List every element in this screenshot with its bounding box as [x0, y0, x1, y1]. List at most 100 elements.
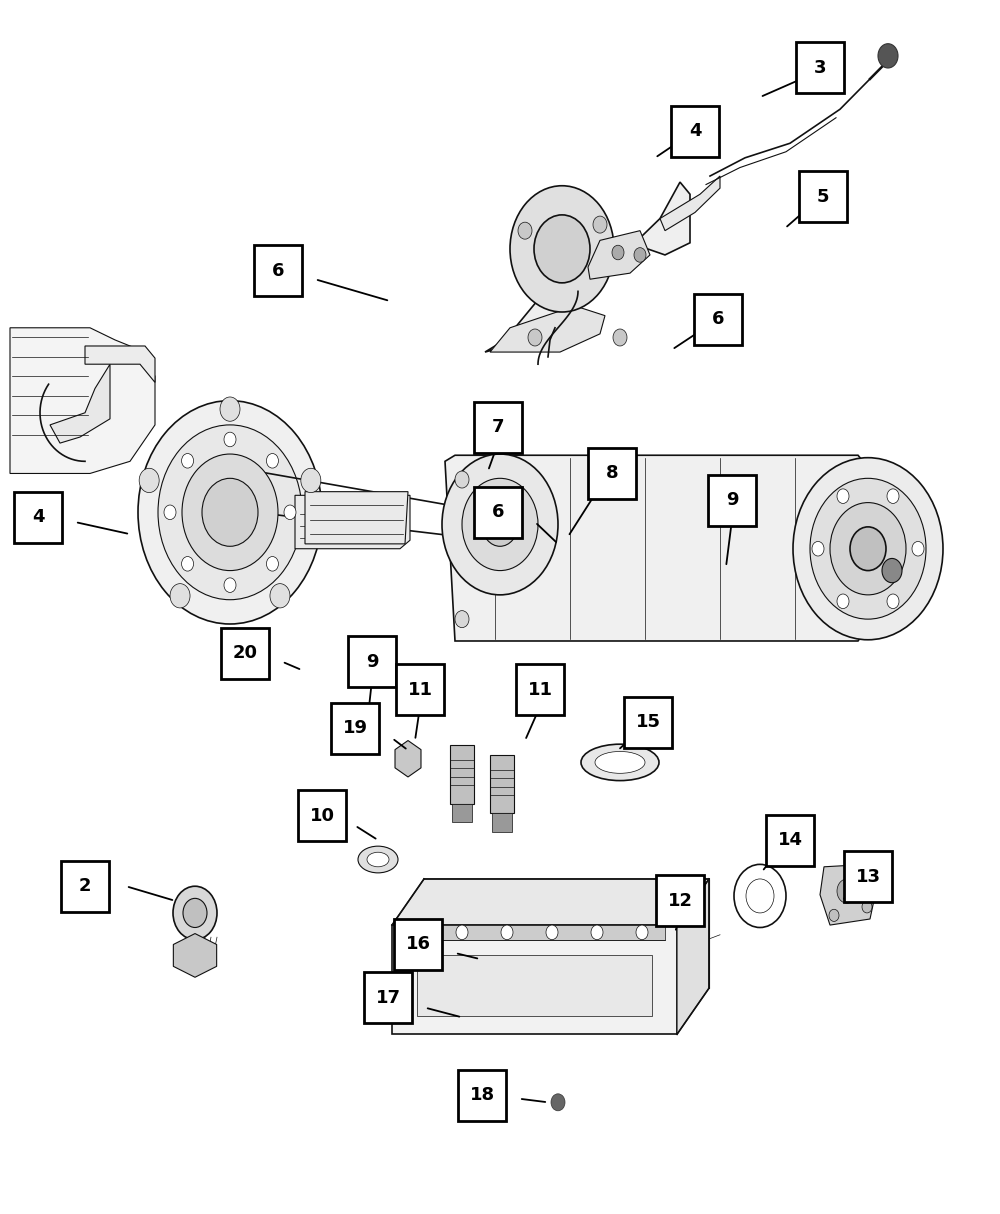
Bar	[516, 664, 564, 715]
Text: 20: 20	[232, 645, 258, 662]
Text: 14: 14	[778, 832, 802, 849]
Circle shape	[862, 901, 872, 913]
Circle shape	[462, 478, 538, 571]
Circle shape	[411, 925, 423, 940]
Circle shape	[853, 874, 867, 891]
Circle shape	[830, 503, 906, 595]
Circle shape	[284, 505, 296, 520]
Text: 8: 8	[606, 465, 618, 482]
Circle shape	[593, 216, 607, 233]
Circle shape	[837, 594, 849, 608]
Bar	[396, 664, 444, 715]
Text: 9: 9	[366, 653, 378, 670]
Circle shape	[173, 886, 217, 940]
Circle shape	[518, 222, 532, 239]
Circle shape	[634, 248, 646, 262]
Bar	[656, 875, 704, 926]
Circle shape	[455, 611, 469, 628]
Ellipse shape	[358, 846, 398, 873]
Bar	[588, 448, 636, 499]
Bar	[796, 42, 844, 93]
Bar	[799, 171, 847, 222]
Circle shape	[878, 44, 898, 68]
Circle shape	[138, 401, 322, 624]
Circle shape	[202, 478, 258, 546]
Text: 18: 18	[469, 1087, 495, 1104]
Circle shape	[591, 925, 603, 940]
Ellipse shape	[581, 744, 659, 781]
Bar	[458, 1070, 506, 1121]
Circle shape	[170, 584, 190, 608]
Bar	[694, 294, 742, 345]
Circle shape	[139, 469, 159, 493]
Polygon shape	[660, 176, 720, 231]
Ellipse shape	[595, 751, 645, 773]
Bar	[844, 851, 892, 902]
Circle shape	[528, 329, 542, 346]
Text: 11: 11	[528, 681, 552, 698]
Bar	[474, 487, 522, 538]
Circle shape	[442, 454, 558, 595]
Circle shape	[848, 611, 862, 628]
Text: 3: 3	[814, 59, 826, 76]
Bar	[14, 492, 62, 543]
Circle shape	[301, 469, 321, 493]
Bar	[221, 628, 269, 679]
Polygon shape	[445, 455, 865, 641]
Circle shape	[612, 245, 624, 260]
Bar	[61, 861, 109, 912]
Polygon shape	[160, 443, 255, 583]
Polygon shape	[395, 741, 421, 777]
Circle shape	[848, 471, 862, 488]
Circle shape	[482, 503, 518, 546]
Circle shape	[182, 454, 278, 571]
Circle shape	[456, 925, 468, 940]
Circle shape	[224, 578, 236, 592]
Bar	[624, 697, 672, 748]
Text: 17: 17	[376, 989, 400, 1006]
Polygon shape	[392, 925, 677, 1034]
Bar	[474, 402, 522, 453]
Circle shape	[224, 432, 236, 447]
Circle shape	[183, 898, 207, 927]
Bar	[394, 919, 442, 970]
Text: 6: 6	[492, 504, 504, 521]
Polygon shape	[490, 306, 605, 352]
Text: 7: 7	[492, 419, 504, 436]
Text: 4: 4	[689, 123, 701, 140]
Circle shape	[887, 489, 899, 504]
Circle shape	[266, 454, 278, 469]
Polygon shape	[452, 804, 472, 822]
Polygon shape	[404, 925, 665, 940]
Circle shape	[551, 1094, 565, 1111]
Polygon shape	[295, 495, 410, 549]
Polygon shape	[588, 231, 650, 279]
Circle shape	[613, 329, 627, 346]
Text: 10: 10	[310, 807, 334, 824]
Polygon shape	[424, 879, 709, 988]
Bar	[298, 790, 346, 841]
Circle shape	[887, 594, 899, 608]
Polygon shape	[10, 328, 155, 473]
Circle shape	[810, 478, 926, 619]
Polygon shape	[173, 934, 217, 977]
Text: 5: 5	[817, 188, 829, 205]
Circle shape	[266, 556, 278, 571]
Text: 13: 13	[856, 868, 881, 885]
Bar	[671, 106, 719, 157]
Polygon shape	[305, 492, 408, 544]
Circle shape	[164, 505, 176, 520]
Text: 12: 12	[668, 892, 692, 909]
Circle shape	[534, 215, 590, 283]
Text: 9: 9	[726, 492, 738, 509]
Text: 11: 11	[408, 681, 432, 698]
Circle shape	[546, 925, 558, 940]
Circle shape	[912, 541, 924, 556]
Text: 6: 6	[272, 262, 284, 279]
Polygon shape	[50, 364, 110, 443]
Circle shape	[510, 186, 614, 312]
Circle shape	[182, 556, 194, 571]
Text: 6: 6	[712, 311, 724, 328]
Circle shape	[837, 879, 857, 903]
Polygon shape	[485, 182, 690, 352]
